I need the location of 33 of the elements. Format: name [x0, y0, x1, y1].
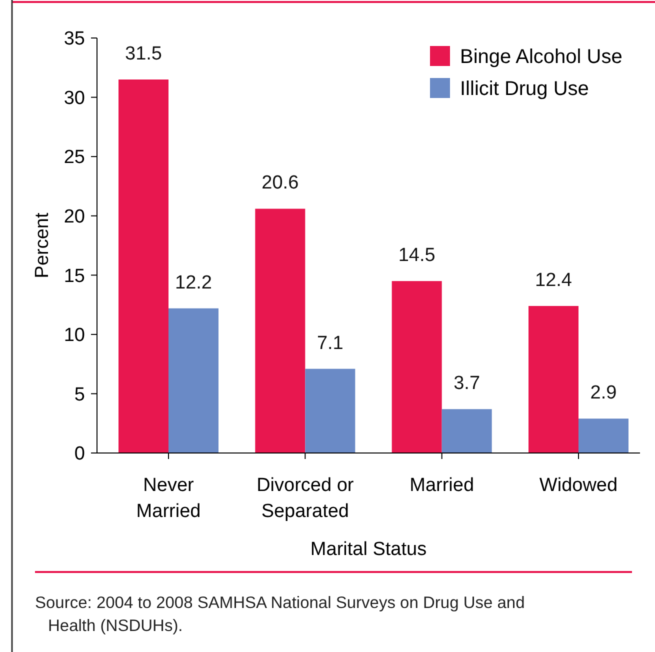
y-tick-label: 35 [64, 28, 85, 50]
legend-label: Illicit Drug Use [460, 78, 589, 100]
y-axis-title: Percent [32, 212, 53, 278]
bar [305, 368, 356, 453]
data-label: 12.4 [535, 270, 572, 291]
y-tick-label: 0 [74, 444, 85, 465]
y-tick-label: 30 [64, 88, 85, 109]
bar [392, 281, 442, 453]
y-tick-label: 25 [64, 147, 85, 168]
y-tick-label: 5 [74, 384, 85, 406]
y-tick-label: 15 [64, 266, 85, 287]
y-tick-label: 20 [64, 206, 85, 228]
legend-label: Binge Alcohol Use [460, 46, 622, 68]
bar [118, 80, 168, 453]
data-label: 3.7 [454, 373, 480, 394]
x-tick-label: Divorced or Separated [256, 475, 354, 522]
data-label: 20.6 [262, 172, 299, 194]
x-axis-title: Marital Status [310, 539, 427, 560]
source-note: Source: 2004 to 2008 SAMHSA National Surveys on Drug Use and Health (NSDUHs). [35, 594, 525, 635]
x-tick-label: Widowed [539, 475, 618, 496]
data-label: 31.5 [125, 44, 162, 64]
bar [255, 208, 306, 453]
y-tick-label: 10 [64, 325, 85, 346]
data-label: 7.1 [316, 332, 344, 354]
x-tick-label: Never Married [136, 475, 201, 522]
data-label: 2.9 [590, 382, 617, 404]
data-label: 12.2 [175, 272, 212, 294]
bar [442, 409, 492, 453]
data-label: 14.5 [398, 245, 436, 266]
bar [168, 308, 218, 453]
bar [578, 418, 628, 453]
x-tick-label: Married [410, 475, 474, 496]
bar [528, 306, 578, 453]
